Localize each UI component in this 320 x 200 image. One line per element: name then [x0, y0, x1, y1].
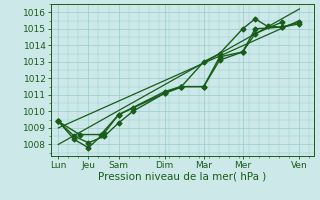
X-axis label: Pression niveau de la mer( hPa ): Pression niveau de la mer( hPa ) — [98, 171, 267, 181]
